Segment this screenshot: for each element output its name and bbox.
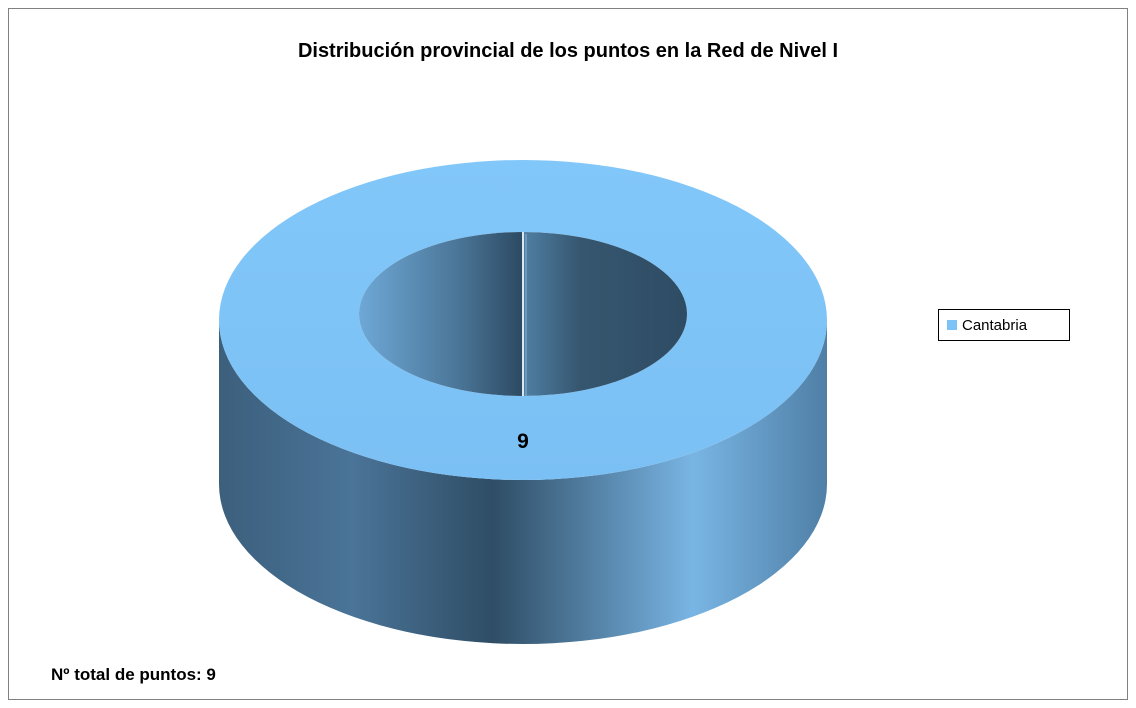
data-label-cantabria: 9 [517,430,529,453]
ring-hole [359,232,687,396]
slice-cantabria [219,160,827,480]
chart-legend: Cantabria [938,309,1070,341]
ring-outer-side [219,320,827,644]
chart-title: Distribución provincial de los puntos en… [297,40,839,62]
total-points-note: Nº total de puntos: 9 [51,665,216,684]
legend-label-cantabria: Cantabria [962,316,1028,334]
legend-swatch-cantabria [947,320,957,330]
